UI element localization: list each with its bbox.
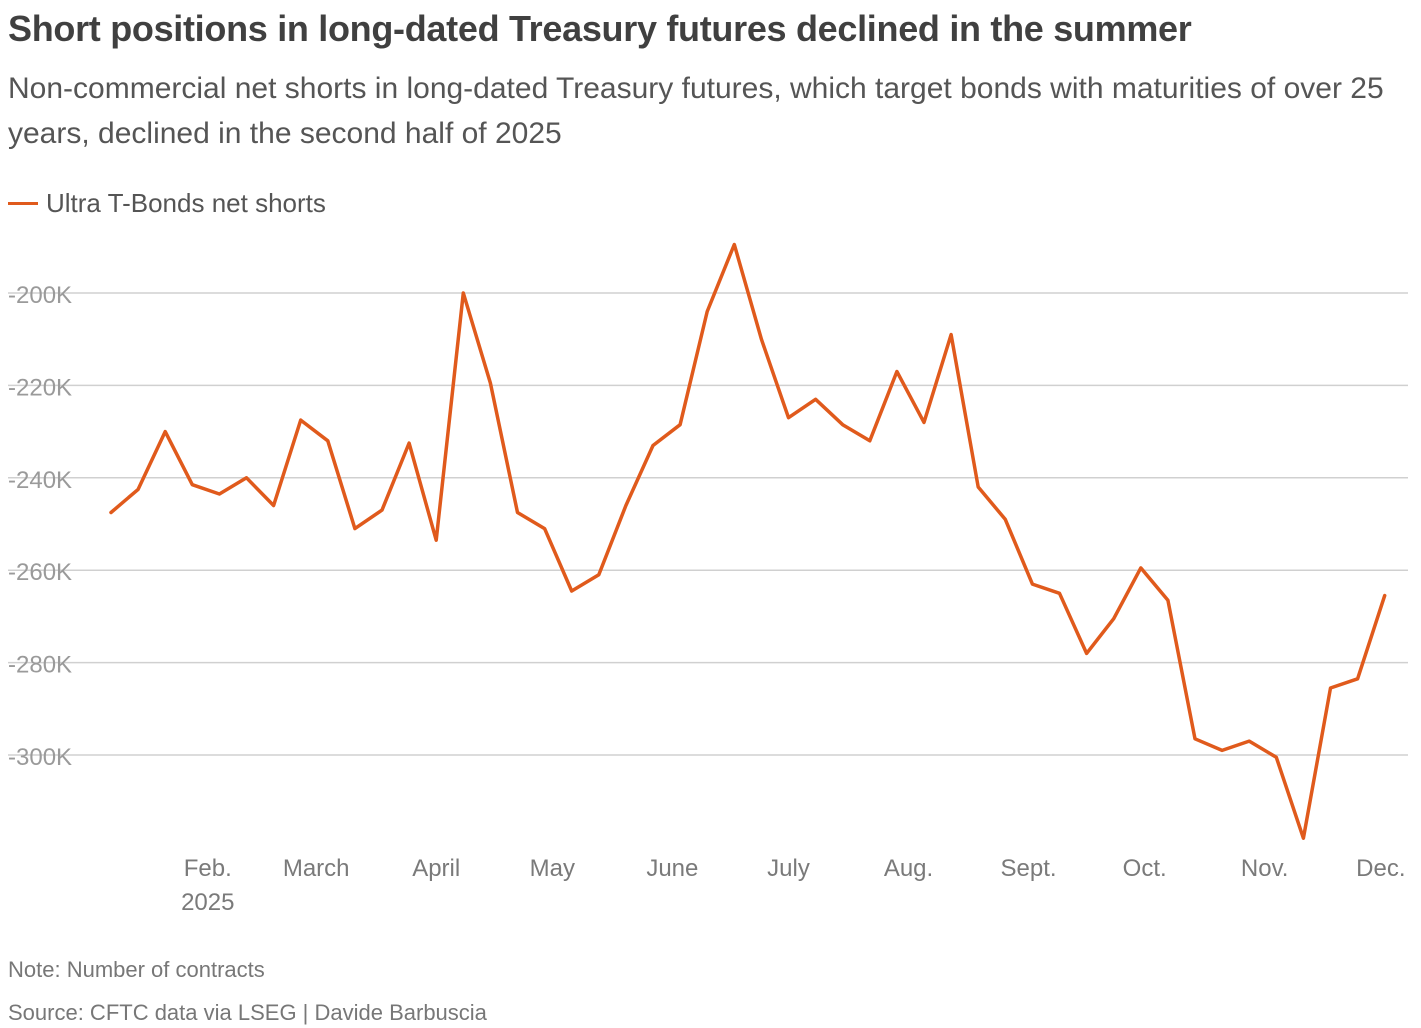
x-tick-label: July	[767, 855, 810, 882]
x-tick-label: Oct.	[1123, 855, 1167, 882]
data-point	[1003, 517, 1007, 521]
data-point	[732, 242, 736, 246]
data-point	[461, 291, 465, 295]
y-tick-label: -200K	[8, 282, 72, 309]
data-point	[624, 504, 628, 508]
data-point	[895, 370, 899, 374]
data-point	[407, 441, 411, 445]
x-tick-label: Nov.	[1241, 855, 1289, 882]
data-point	[245, 476, 249, 480]
data-point	[516, 510, 520, 514]
chart-source: Source: CFTC data via LSEG | Davide Barb…	[8, 1000, 487, 1025]
x-tick-label: Aug.	[884, 855, 933, 882]
data-point	[1356, 677, 1360, 681]
y-axis-ticks: -200K -220K -240K -260K -280K -300K	[8, 282, 72, 771]
x-tick-label: March	[283, 855, 350, 882]
x-tick-label: Sept.	[1001, 855, 1057, 882]
data-point	[434, 538, 438, 542]
x-tick-label: Feb.	[184, 855, 232, 882]
data-point	[190, 483, 194, 487]
x-tick-sublabel: 2025	[181, 889, 234, 916]
data-point	[1247, 739, 1251, 743]
x-tick-label: Dec.	[1356, 855, 1405, 882]
data-point	[949, 333, 953, 337]
data-point	[868, 439, 872, 443]
data-point	[1112, 617, 1116, 621]
data-point	[1139, 566, 1143, 570]
data-point	[488, 381, 492, 385]
y-tick-label: -300K	[8, 744, 72, 771]
legend: Ultra T-Bonds net shorts	[8, 186, 326, 220]
data-point	[326, 439, 330, 443]
data-point	[272, 504, 276, 508]
y-tick-label: -280K	[8, 652, 72, 679]
data-point	[543, 527, 547, 531]
data-point	[217, 492, 221, 496]
data-point	[1220, 748, 1224, 752]
grid-lines	[8, 292, 1408, 756]
chart-note: Note: Number of contracts	[8, 957, 265, 982]
data-point	[163, 430, 167, 434]
y-tick-label: -240K	[8, 467, 72, 494]
y-tick-label: -220K	[8, 374, 72, 401]
data-point	[976, 485, 980, 489]
data-point	[759, 337, 763, 341]
x-tick-label: April	[412, 855, 460, 882]
data-point	[1085, 651, 1089, 655]
data-point	[1193, 737, 1197, 741]
data-point	[109, 510, 113, 514]
data-point	[814, 397, 818, 401]
x-axis-ticks: Feb. 2025 March April May June July Aug. Sept. Oc…	[181, 855, 1405, 916]
data-point	[299, 418, 303, 422]
data-point	[1383, 594, 1387, 598]
data-point	[1166, 598, 1170, 602]
legend-swatch	[8, 201, 38, 205]
data-point	[380, 508, 384, 512]
data-point	[651, 443, 655, 447]
x-tick-label: June	[646, 855, 698, 882]
data-point	[705, 309, 709, 313]
data-point	[353, 527, 357, 531]
data-point	[787, 416, 791, 420]
y-tick-label: -260K	[8, 559, 72, 586]
series-layer	[109, 242, 1387, 840]
data-point	[1301, 836, 1305, 840]
data-point	[922, 420, 926, 424]
data-point	[597, 573, 601, 577]
data-point	[1058, 591, 1062, 595]
chart-subtitle: Non-commercial net shorts in long-dated …	[8, 72, 1384, 150]
data-point	[678, 423, 682, 427]
data-point	[1274, 755, 1278, 759]
data-point	[1329, 686, 1333, 690]
x-tick-label: May	[530, 855, 575, 882]
series-line	[109, 242, 1387, 840]
data-point	[136, 487, 140, 491]
data-point	[841, 423, 845, 427]
chart-title: Short positions in long-dated Treasury f…	[8, 8, 1192, 49]
legend-label: Ultra T-Bonds net shorts	[46, 187, 326, 218]
data-point	[570, 589, 574, 593]
data-point	[1030, 582, 1034, 586]
